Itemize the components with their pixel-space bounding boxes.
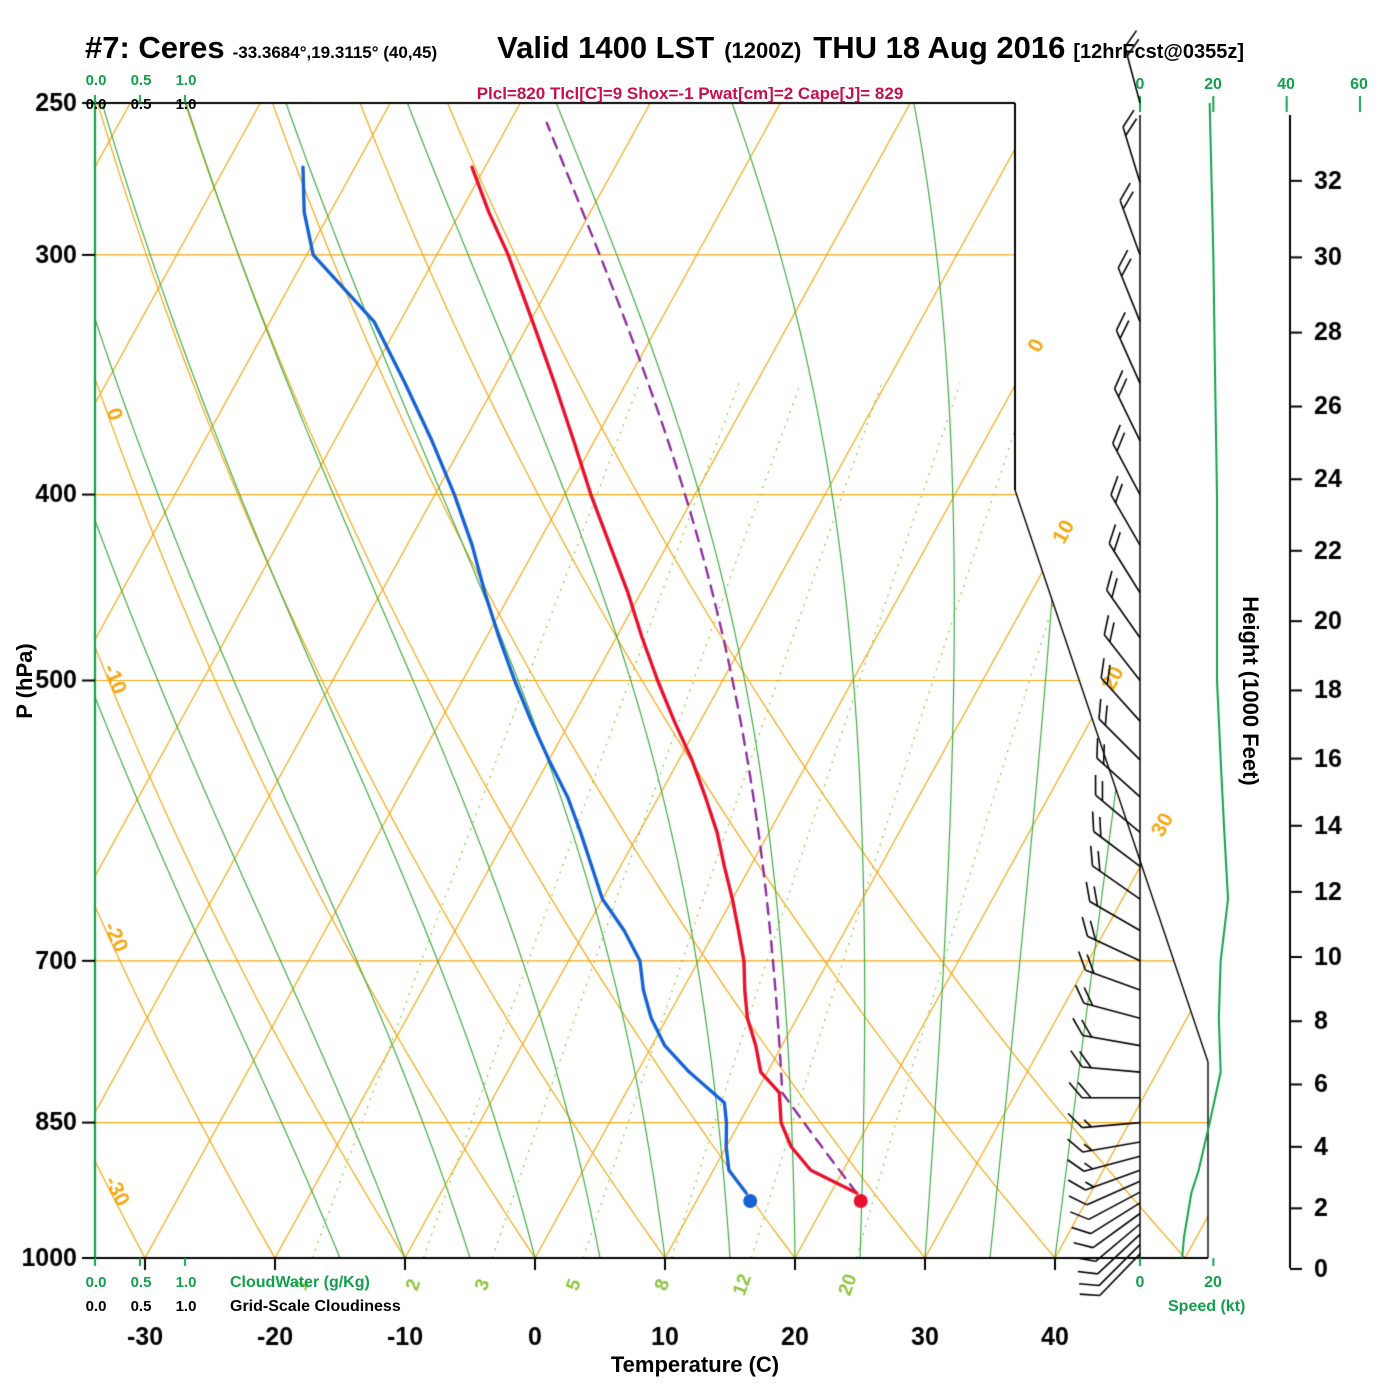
scale-value: 0.5 [130,72,152,89]
station-coords: -33.3684°,19.3115° (40,45) [232,43,438,62]
scale-value: 0 [1135,1274,1145,1291]
scale-value: 0.5 [130,1274,152,1291]
scale-value: 1.0 [175,72,197,89]
scale-value: 1.0 [175,1274,197,1291]
valid-date: THU 18 Aug 2016 [813,30,1066,65]
scale-value: 0.0 [85,1274,107,1291]
valid-time: Valid 1400 LST [497,30,715,65]
scale-value: 0 [1135,76,1145,93]
speed-scale-top: 0 20 40 60 [1123,76,1400,94]
scale-value: 20 [1204,76,1222,93]
title-bar: #7: Ceres -33.3684°,19.3115° (40,45) Val… [85,30,1244,66]
station-title: #7: Ceres [85,30,225,65]
scale-value: 20 [1204,1274,1222,1291]
scale-value: 0.0 [85,96,107,113]
scale-value: 1.0 [175,1298,197,1315]
cloudiness-scale-bottom: 0.0 0.5 1.0 Grid-Scale Cloudiness [83,1298,420,1316]
height-axis-label: Height (1000 Feet) [1238,596,1263,786]
cloudwater-scale-bottom: 0.0 0.5 1.0 CloudWater (g/Kg) [83,1274,389,1292]
cloudiness-axis-label: Grid-Scale Cloudiness [230,1298,401,1315]
valid-utc: (1200Z) [724,38,802,63]
sounding-params: Plcl=820 Tlcl[C]=9 Shox=-1 Pwat[cm]=2 Ca… [476,84,904,103]
scale-value: 0.0 [85,72,107,89]
scale-value: 40 [1277,76,1295,93]
speed-scale-bottom: 0 20 [1123,1274,1269,1292]
temperature-axis-label: Temperature (C) [610,1352,780,1377]
scale-value: 0.0 [85,1298,107,1315]
pressure-axis-label: P (hPa) [12,643,37,719]
scale-value: 60 [1350,76,1368,93]
scale-value: 1.0 [175,96,197,113]
forecast-offset: [12hrFcst@0355z] [1073,41,1245,63]
cloudwater-axis-label: CloudWater (g/Kg) [230,1274,370,1291]
cloudwater-scale-top: 0.0 0.5 1.0 [83,72,218,89]
scale-value: 0.5 [130,1298,152,1315]
cloudiness-scale-top: 0.0 0.5 1.0 [83,96,218,113]
speed-axis-label: Speed (kt) [1168,1298,1246,1315]
scale-value: 0.5 [130,96,152,113]
